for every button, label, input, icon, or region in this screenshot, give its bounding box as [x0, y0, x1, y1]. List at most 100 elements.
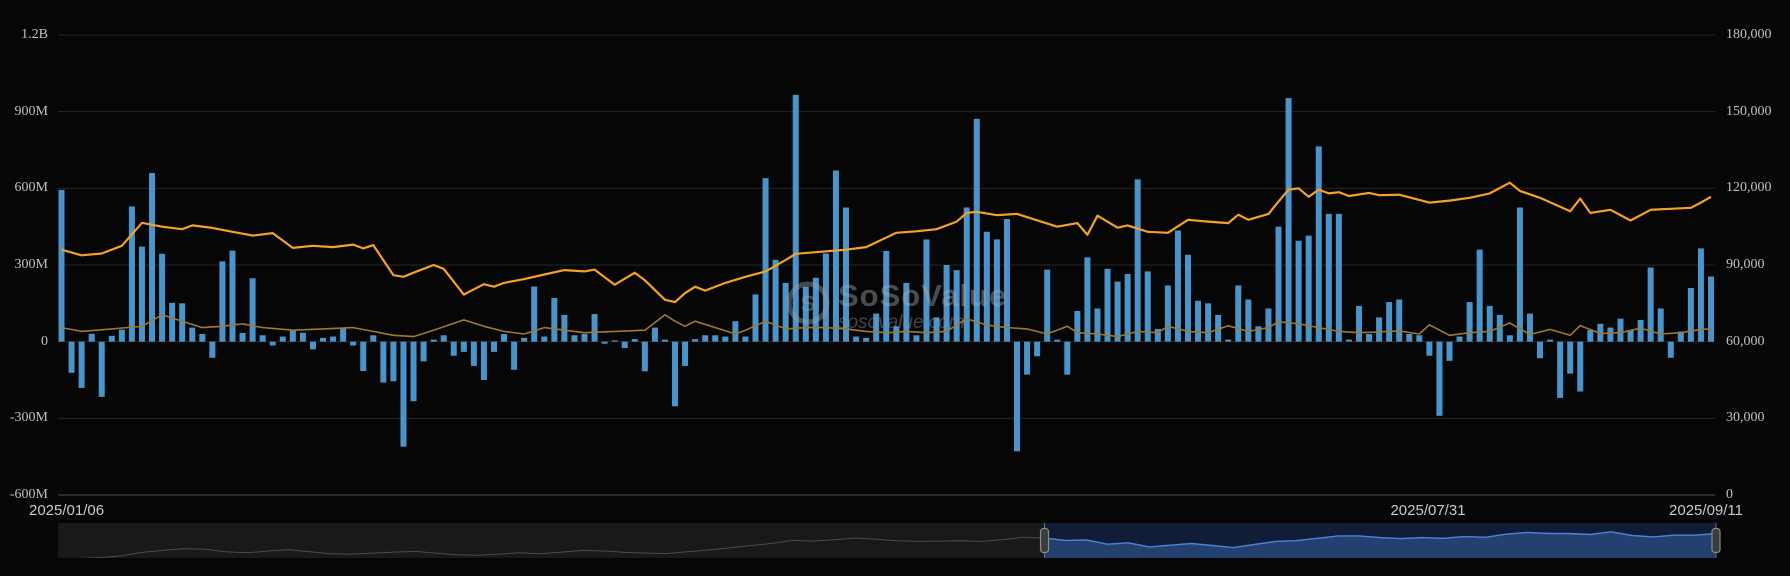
- flow-bar[interactable]: [1084, 257, 1091, 342]
- flow-bar[interactable]: [651, 327, 658, 342]
- flow-bar[interactable]: [1184, 254, 1191, 342]
- flow-bar[interactable]: [1104, 268, 1111, 342]
- flow-bar[interactable]: [88, 333, 95, 342]
- flow-bar[interactable]: [933, 317, 940, 342]
- flow-bar[interactable]: [108, 335, 115, 342]
- flow-bar[interactable]: [380, 341, 387, 383]
- flow-bar[interactable]: [1255, 326, 1262, 342]
- flow-bar[interactable]: [1486, 305, 1493, 342]
- flow-bar[interactable]: [470, 341, 477, 366]
- flow-bar[interactable]: [1235, 285, 1242, 342]
- flow-bar[interactable]: [1305, 235, 1312, 342]
- flow-bar[interactable]: [631, 339, 638, 342]
- flow-bar[interactable]: [1164, 285, 1171, 342]
- flow-bar[interactable]: [1003, 219, 1010, 342]
- flow-bar[interactable]: [309, 341, 316, 350]
- flow-bar[interactable]: [511, 341, 518, 370]
- flow-bar[interactable]: [1366, 334, 1373, 342]
- flow-bar[interactable]: [581, 334, 588, 342]
- flow-bar[interactable]: [149, 173, 156, 342]
- flow-bar[interactable]: [641, 341, 648, 372]
- flow-bar[interactable]: [1406, 334, 1413, 342]
- flow-bar[interactable]: [1617, 318, 1624, 342]
- flow-bar[interactable]: [541, 336, 548, 342]
- flow-bar[interactable]: [521, 337, 528, 342]
- flow-bar[interactable]: [490, 341, 497, 352]
- flow-bar[interactable]: [78, 341, 85, 388]
- flow-bar[interactable]: [360, 341, 367, 372]
- flow-bar[interactable]: [702, 335, 709, 342]
- flow-bar[interactable]: [118, 329, 125, 342]
- flow-bar[interactable]: [672, 341, 679, 407]
- flow-bar[interactable]: [1325, 213, 1332, 342]
- flow-bar[interactable]: [1537, 341, 1544, 359]
- flow-bar[interactable]: [189, 327, 196, 342]
- flow-bar[interactable]: [1547, 339, 1554, 342]
- flow-bar[interactable]: [531, 286, 538, 342]
- flow-bar[interactable]: [1014, 341, 1021, 452]
- flow-bar[interactable]: [1396, 299, 1403, 342]
- flow-bar[interactable]: [1687, 288, 1694, 342]
- brush-handle-right[interactable]: [1711, 527, 1721, 554]
- flow-bar[interactable]: [68, 341, 75, 373]
- flow-bar[interactable]: [209, 341, 216, 358]
- flow-bar[interactable]: [1657, 308, 1664, 342]
- flow-bar[interactable]: [390, 341, 397, 382]
- flow-bar[interactable]: [410, 341, 417, 402]
- flow-bar[interactable]: [1144, 271, 1151, 342]
- flow-bar[interactable]: [1215, 314, 1222, 342]
- flow-bar[interactable]: [1697, 248, 1704, 342]
- flow-bar[interactable]: [1577, 341, 1584, 392]
- flow-bar[interactable]: [229, 250, 236, 342]
- flow-bar[interactable]: [58, 189, 65, 342]
- flow-bar[interactable]: [320, 337, 327, 342]
- flow-bar[interactable]: [1174, 230, 1181, 342]
- flow-bar[interactable]: [883, 250, 890, 342]
- flow-bar[interactable]: [1466, 302, 1473, 342]
- flow-bar[interactable]: [1345, 339, 1352, 342]
- flow-bar[interactable]: [1024, 341, 1031, 375]
- flow-bar[interactable]: [913, 335, 920, 342]
- flow-bar[interactable]: [712, 335, 719, 342]
- flow-bar[interactable]: [1355, 305, 1362, 342]
- flow-bar[interactable]: [611, 340, 618, 342]
- flow-bar[interactable]: [722, 336, 729, 342]
- flow-bar[interactable]: [1627, 330, 1634, 342]
- flow-bar[interactable]: [1225, 339, 1232, 342]
- flow-bar[interactable]: [772, 259, 779, 342]
- flow-bar[interactable]: [692, 339, 699, 342]
- flow-bar[interactable]: [1446, 341, 1453, 361]
- flow-bar[interactable]: [1245, 299, 1252, 342]
- flow-bar[interactable]: [621, 341, 628, 349]
- flow-bar[interactable]: [420, 341, 427, 362]
- flow-bar[interactable]: [1667, 341, 1674, 358]
- flow-bar[interactable]: [138, 246, 145, 342]
- flow-bar[interactable]: [1647, 267, 1654, 342]
- flow-bar[interactable]: [1074, 311, 1081, 342]
- flow-bar[interactable]: [1124, 273, 1131, 342]
- flow-bar[interactable]: [289, 330, 296, 342]
- flow-bar[interactable]: [169, 302, 176, 342]
- flow-bar[interactable]: [843, 207, 850, 342]
- flow-bar[interactable]: [601, 341, 608, 344]
- flow-bar[interactable]: [661, 339, 668, 342]
- flow-bar[interactable]: [1516, 207, 1523, 342]
- flow-bar[interactable]: [1054, 339, 1061, 342]
- flow-bar[interactable]: [1436, 341, 1443, 416]
- flow-bar[interactable]: [249, 278, 256, 342]
- flow-bar[interactable]: [259, 335, 266, 342]
- flow-bar[interactable]: [1195, 300, 1202, 342]
- flow-bar[interactable]: [1677, 331, 1684, 342]
- flow-bar[interactable]: [923, 239, 930, 342]
- flow-bar[interactable]: [983, 231, 990, 342]
- flow-bar[interactable]: [199, 334, 206, 342]
- flow-bar[interactable]: [1154, 328, 1161, 342]
- flow-bar[interactable]: [903, 282, 910, 342]
- flow-bar[interactable]: [682, 341, 689, 366]
- flow-bar[interactable]: [1034, 341, 1041, 357]
- flow-bar[interactable]: [501, 334, 508, 342]
- flow-bar[interactable]: [571, 335, 578, 342]
- flow-bar[interactable]: [299, 332, 306, 342]
- flow-bar[interactable]: [953, 270, 960, 342]
